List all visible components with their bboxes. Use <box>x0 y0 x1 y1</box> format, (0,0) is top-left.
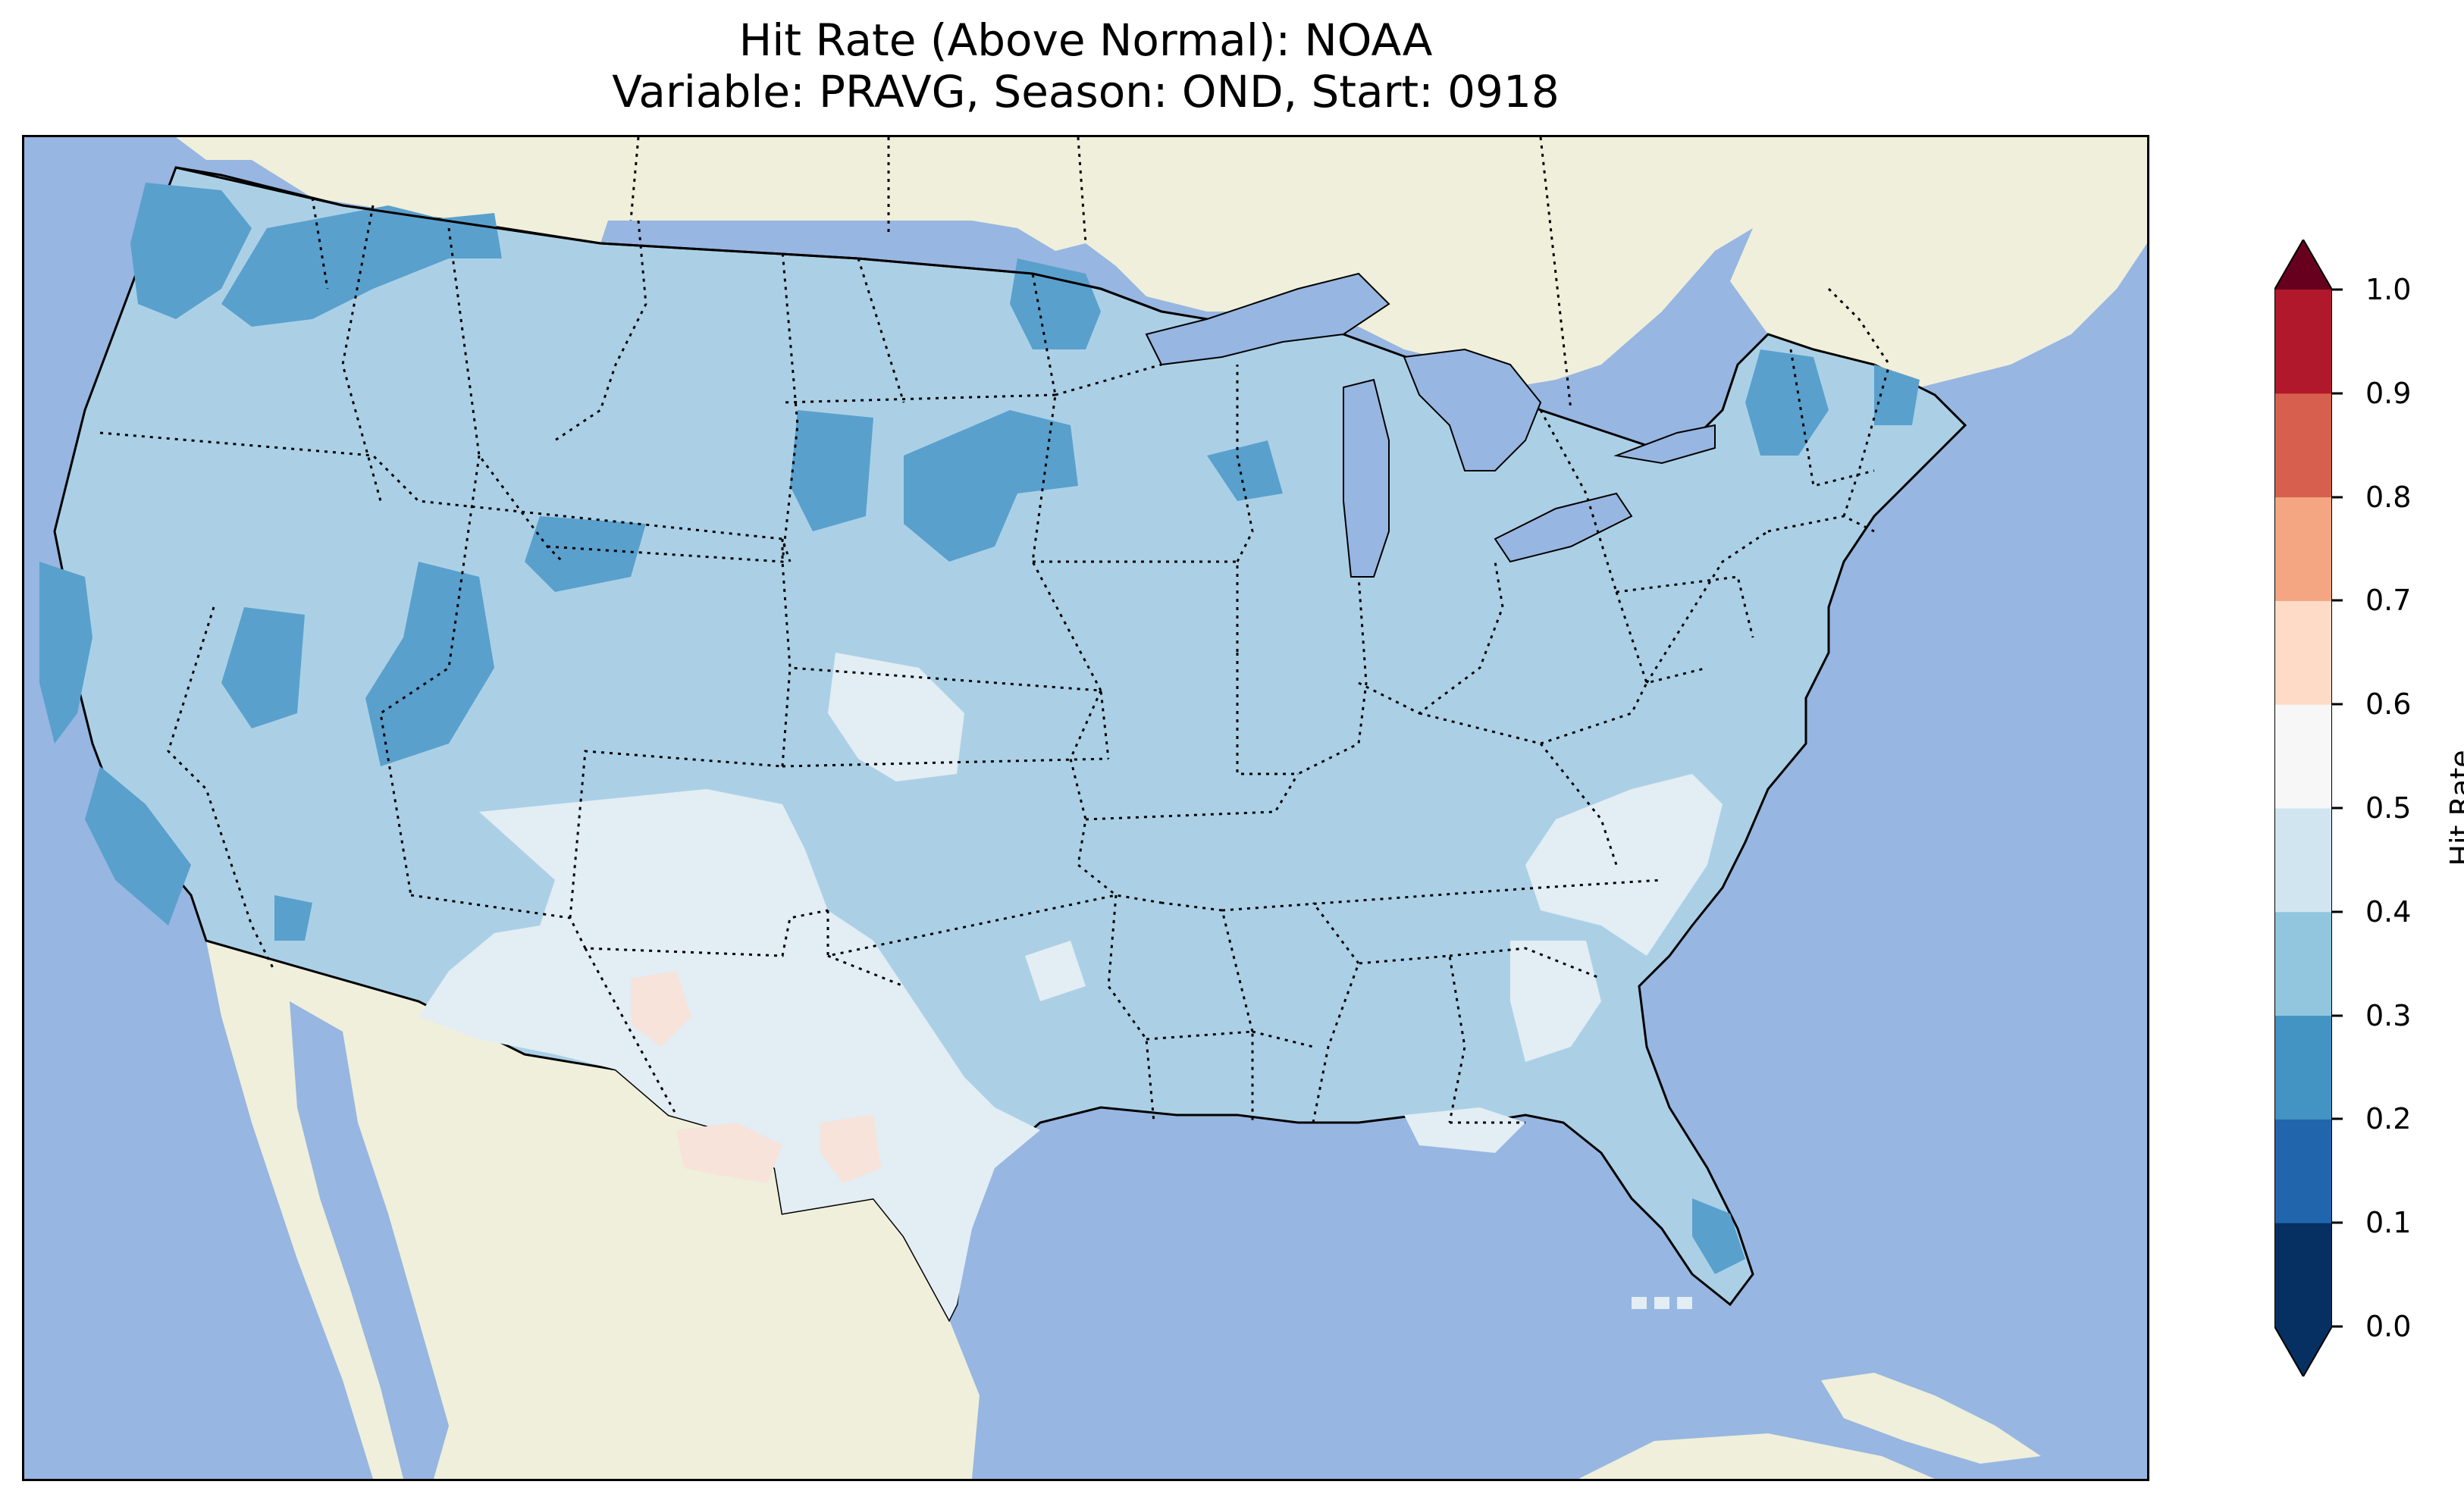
state-borders <box>99 197 1891 1124</box>
colorbar-tick-6: 0.6 <box>2365 687 2412 722</box>
colorbar-bin-7 <box>2274 496 2332 601</box>
colorbar-tickmark-8 <box>2332 496 2343 499</box>
colorbar-tick-4: 0.4 <box>2365 894 2412 929</box>
colorbar-label: Hit Rate <box>2444 750 2464 866</box>
colorbar-tick-5: 0.5 <box>2365 791 2412 825</box>
colorbar-tick-3: 0.3 <box>2365 998 2412 1032</box>
colorbar-bin-5 <box>2274 704 2332 809</box>
canada-province-borders <box>629 137 1891 411</box>
colorbar <box>2274 240 2332 1377</box>
colorbar-tick-2: 0.2 <box>2365 1102 2412 1136</box>
colorbar-tickmark-2 <box>2332 1117 2343 1120</box>
colorbar-segments <box>2274 240 2332 1377</box>
colorbar-tickmark-3 <box>2332 1014 2343 1017</box>
colorbar-tickmark-7 <box>2332 599 2343 602</box>
map-subtitle: Variable: PRAVG, Season: OND, Start: 091… <box>612 66 1560 117</box>
map-canvas <box>24 137 2147 1479</box>
colorbar-tickmark-5 <box>2332 807 2343 810</box>
map-title: Hit Rate (Above Normal): NOAA <box>738 14 1433 66</box>
colorbar-tickmark-0 <box>2332 1325 2343 1328</box>
colorbar-tick-8: 0.8 <box>2365 480 2412 514</box>
colorbar-bin-0 <box>2274 1223 2332 1327</box>
colorbar-tick-9: 0.9 <box>2365 376 2412 410</box>
canada-land <box>176 137 2147 387</box>
colorbar-tick-10: 1.0 <box>2365 273 2412 306</box>
colorbar-bin-8 <box>2274 393 2332 498</box>
colorbar-bin-1 <box>2274 1119 2332 1223</box>
colorbar-tickmark-10 <box>2332 288 2343 291</box>
colorbar-extend-under <box>2274 1326 2332 1377</box>
colorbar-tickmark-1 <box>2332 1221 2343 1224</box>
south-america-land <box>1578 1433 1935 1479</box>
warm-hitrate-patches <box>631 971 881 1183</box>
gulf-of-california <box>290 1001 449 1479</box>
colorbar-bin-4 <box>2274 808 2332 913</box>
colorbar-tickmark-9 <box>2332 392 2343 395</box>
colorbar-tickmark-4 <box>2332 910 2343 913</box>
colorbar-bin-6 <box>2274 600 2332 705</box>
florida-keys <box>1632 1297 1692 1309</box>
colorbar-tick-7: 0.7 <box>2365 584 2412 618</box>
colorbar-tickmark-6 <box>2332 703 2343 706</box>
great-lakes <box>1145 272 1716 578</box>
colorbar-bin-3 <box>2274 911 2332 1016</box>
pacific-west-baja <box>24 941 373 1479</box>
map-panel <box>22 135 2149 1481</box>
maritimes-land <box>1950 183 2140 327</box>
us-canada-border <box>175 166 1162 313</box>
colorbar-extend-over <box>2274 240 2332 290</box>
colorbar-bin-2 <box>2274 1015 2332 1120</box>
colorbar-tick-0: 0.0 <box>2365 1310 2412 1343</box>
colorbar-bin-9 <box>2274 290 2332 394</box>
colorbar-tick-1: 0.1 <box>2365 1206 2412 1240</box>
high-hitrate-patches <box>419 653 1723 1320</box>
cuba-land <box>1821 1373 2041 1464</box>
low-hitrate-patches <box>39 183 1920 1274</box>
